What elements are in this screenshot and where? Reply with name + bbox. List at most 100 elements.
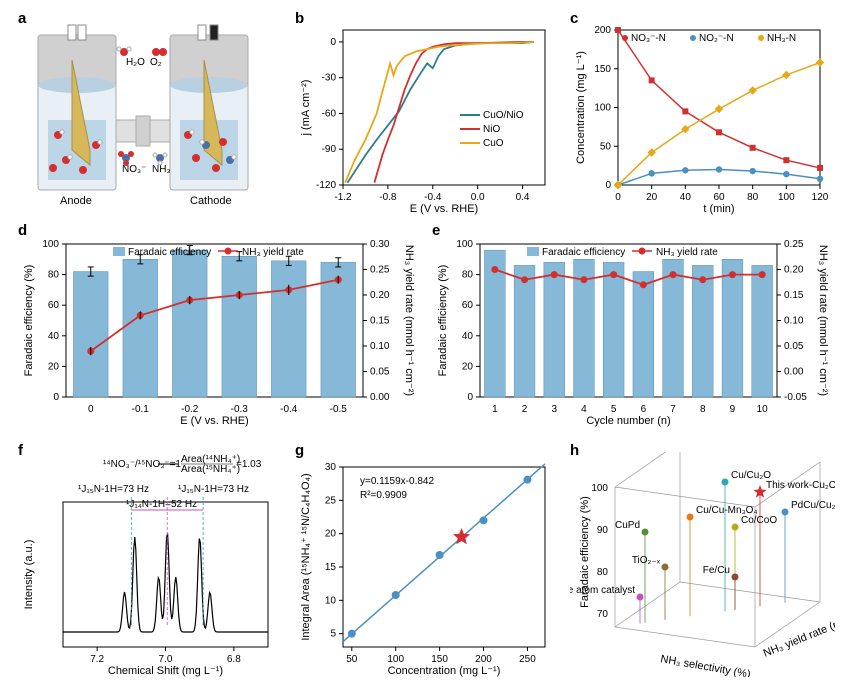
svg-text:-60: -60 [322, 108, 337, 119]
svg-text:4: 4 [581, 404, 587, 415]
svg-text:¹J₁₅N-1H=73 Hz: ¹J₁₅N-1H=73 Hz [78, 484, 149, 495]
svg-text:E (V vs. RHE): E (V vs. RHE) [180, 415, 248, 427]
svg-text:0: 0 [53, 392, 59, 403]
svg-text:7: 7 [670, 404, 676, 415]
svg-text:150: 150 [594, 64, 611, 75]
svg-text:-0.5: -0.5 [330, 404, 348, 415]
svg-text:y=0.1159x-0.842: y=0.1159x-0.842 [360, 476, 434, 487]
svg-text:Faradaic efficiency: Faradaic efficiency [542, 247, 625, 258]
svg-text:NH₃ selectivity (%): NH₃ selectivity (%) [659, 653, 751, 677]
svg-text:¹J₁₄N-1H=52 Hz: ¹J₁₄N-1H=52 Hz [126, 499, 197, 510]
svg-text:=1.03: =1.03 [236, 459, 262, 470]
svg-text:10: 10 [325, 595, 337, 606]
svg-text:100: 100 [456, 239, 473, 250]
svg-text:NH₃ yield rate: NH₃ yield rate [242, 247, 304, 258]
svg-text:20: 20 [646, 192, 658, 203]
svg-text:0: 0 [605, 180, 611, 191]
svg-text:9: 9 [730, 404, 736, 415]
svg-text:5: 5 [611, 404, 617, 415]
svg-text:CuO: CuO [483, 138, 504, 149]
svg-text:60: 60 [48, 300, 60, 311]
svg-text:Faradaic efficiency (%): Faradaic efficiency (%) [23, 265, 35, 377]
svg-text:0.0: 0.0 [471, 192, 485, 203]
svg-text:0: 0 [467, 392, 473, 403]
svg-text:0.10: 0.10 [784, 316, 804, 327]
svg-text:-0.8: -0.8 [379, 192, 397, 203]
svg-text:0.10: 0.10 [370, 341, 390, 352]
svg-text:150: 150 [431, 654, 448, 665]
svg-text:Cathode: Cathode [190, 195, 232, 207]
svg-text:0.25: 0.25 [784, 239, 804, 250]
svg-text:NO₂⁻-N: NO₂⁻-N [699, 33, 734, 44]
svg-text:O₂: O₂ [150, 57, 162, 68]
svg-text:20: 20 [325, 529, 337, 540]
svg-text:200: 200 [475, 654, 492, 665]
svg-text:3: 3 [551, 404, 557, 415]
svg-text:Anode: Anode [60, 195, 92, 207]
svg-text:20: 20 [462, 361, 474, 372]
svg-text:¹J₁₅N-1H=73 Hz: ¹J₁₅N-1H=73 Hz [178, 484, 249, 495]
svg-text:0.15: 0.15 [784, 290, 804, 301]
svg-text:7.0: 7.0 [159, 654, 173, 665]
svg-text:t (min): t (min) [703, 203, 734, 215]
svg-text:Concentration (mg L⁻¹): Concentration (mg L⁻¹) [388, 665, 501, 677]
svg-text:80: 80 [597, 567, 609, 578]
svg-text:Cycle number (n): Cycle number (n) [586, 415, 670, 427]
panel-g-chart: 5010015020025051015202530y=0.1159x-0.842… [295, 452, 555, 677]
svg-text:-0.1: -0.1 [132, 404, 150, 415]
svg-text:15: 15 [325, 562, 337, 573]
svg-text:-0.2: -0.2 [181, 404, 199, 415]
svg-text:40: 40 [680, 192, 692, 203]
svg-text:This work-Cu₂O/NiO: This work-Cu₂O/NiO [766, 480, 835, 491]
svg-text:0.00: 0.00 [370, 392, 390, 403]
svg-text:80: 80 [48, 270, 60, 281]
svg-text:0.05: 0.05 [370, 367, 390, 378]
svg-text:100: 100 [778, 192, 795, 203]
svg-text:100: 100 [594, 103, 611, 114]
svg-text:0.20: 0.20 [370, 290, 390, 301]
svg-text:NH₃ yield rate: NH₃ yield rate [656, 247, 718, 258]
svg-text:2: 2 [522, 404, 528, 415]
svg-text:7.2: 7.2 [90, 654, 104, 665]
svg-text:8: 8 [700, 404, 706, 415]
svg-text:-120: -120 [316, 180, 336, 191]
svg-text:0.25: 0.25 [370, 265, 390, 276]
svg-text:90: 90 [597, 525, 609, 536]
panel-h-chart: Cu/Cu₂OThis work-Cu₂O/NiOCu/Cu-Mn₃O₄Co/C… [570, 452, 835, 677]
svg-text:Intensity (a.u.): Intensity (a.u.) [23, 540, 35, 610]
svg-text:Area(¹⁵NH₄⁺): Area(¹⁵NH₄⁺) [181, 464, 240, 475]
svg-text:0.00: 0.00 [784, 367, 804, 378]
svg-text:70: 70 [597, 609, 609, 620]
svg-text:100: 100 [591, 483, 608, 494]
svg-text:Chemical Shift (mg L⁻¹): Chemical Shift (mg L⁻¹) [108, 665, 223, 677]
panel-f-chart: 7.27.06.8¹⁴NO₃⁻/¹⁵NO₃⁻=1Area(¹⁴NH₄⁺)Area… [18, 452, 278, 677]
svg-text:Faradaic efficiency (%): Faradaic efficiency (%) [579, 496, 591, 608]
svg-text:NiO: NiO [483, 124, 500, 135]
svg-text:Integral Area (¹⁵NH₄⁺ ¹⁵N/C₄H₄: Integral Area (¹⁵NH₄⁺ ¹⁵N/C₄H₄O₄) [300, 473, 312, 640]
svg-text:Faradaic efficiency: Faradaic efficiency [128, 247, 211, 258]
svg-text:0.05: 0.05 [784, 341, 804, 352]
svg-text:0.15: 0.15 [370, 316, 390, 327]
svg-text:-90: -90 [322, 144, 337, 155]
svg-text:50: 50 [600, 141, 612, 152]
svg-text:-0.05: -0.05 [784, 392, 807, 403]
panel-e-chart: 020406080100-0.050.000.050.100.150.200.2… [432, 232, 832, 432]
svg-text:5: 5 [330, 629, 336, 640]
svg-text:200: 200 [594, 25, 611, 36]
svg-text:80: 80 [462, 270, 474, 281]
svg-text:0: 0 [330, 37, 336, 48]
svg-text:0: 0 [615, 192, 621, 203]
svg-text:Concentration (mg L⁻¹): Concentration (mg L⁻¹) [575, 51, 587, 164]
svg-text:60: 60 [462, 300, 474, 311]
svg-text:Co/CoO: Co/CoO [741, 515, 777, 526]
svg-text:120: 120 [812, 192, 829, 203]
panel-c-chart: 020406080100120050100150200NO₃⁻-NNO₂⁻-NN… [570, 20, 830, 215]
svg-text:-0.3: -0.3 [231, 404, 249, 415]
svg-text:10: 10 [757, 404, 769, 415]
svg-text:Faradaic efficiency (%): Faradaic efficiency (%) [437, 265, 449, 377]
svg-text:NH₃ yield rate (mmol h⁻¹ cm⁻²): NH₃ yield rate (mmol h⁻¹ cm⁻²) [817, 245, 829, 396]
svg-text:50: 50 [346, 654, 358, 665]
svg-text:-0.4: -0.4 [424, 192, 442, 203]
svg-text:6: 6 [641, 404, 647, 415]
svg-text:-0.4: -0.4 [280, 404, 298, 415]
